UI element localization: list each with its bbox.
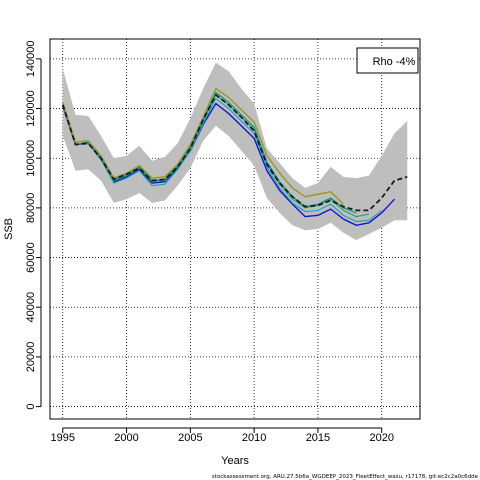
y-tick-label: 80000 <box>25 193 37 224</box>
y-tick-label: 120000 <box>25 90 37 127</box>
source-note: stockassessment.org, ARU.27.5b6a_WGDEEP_… <box>212 474 479 480</box>
legend: Rho -4% <box>356 47 419 74</box>
confidence-band <box>62 62 408 241</box>
x-tick-label: 2010 <box>242 432 266 444</box>
y-tick-label: 0 <box>25 404 37 410</box>
x-axis-title: Years <box>221 455 249 467</box>
x-tick-label: 2000 <box>114 432 138 444</box>
plot-frame <box>49 38 421 420</box>
x-tick-label: 2015 <box>306 432 330 444</box>
x-tick-label: 1995 <box>51 432 75 444</box>
legend-rho-label: Rho -4% <box>373 56 416 68</box>
series-lines <box>61 87 408 226</box>
y-tick-label: 40000 <box>25 292 37 323</box>
series-line-1 <box>62 102 395 226</box>
legend-box <box>356 47 419 74</box>
series-line-6 <box>61 93 408 212</box>
confidence-band-area <box>62 62 408 241</box>
y-tick-label: 140000 <box>25 41 37 78</box>
y-tick-label: 60000 <box>25 242 37 273</box>
x-axis: 1995 2000 2005 2010 2015 2020 <box>51 427 394 444</box>
y-tick-label: 20000 <box>25 342 37 373</box>
x-tick-label: 2005 <box>178 432 202 444</box>
y-tick-label: 100000 <box>25 140 37 177</box>
x-tick-label: 2020 <box>369 432 393 444</box>
series-line-2 <box>62 98 383 223</box>
y-axis: 0 20000 40000 60000 80000 100000 120000 140000 <box>25 41 42 410</box>
y-axis-title: SSB <box>3 218 15 240</box>
